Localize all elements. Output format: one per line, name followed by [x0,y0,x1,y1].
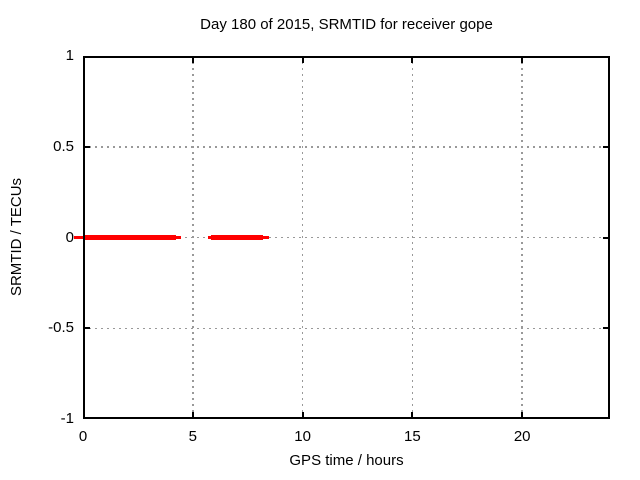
srmtid-segment-thin [175,236,182,239]
x-tick-label: 15 [404,428,421,445]
x-tick-label: 0 [78,428,88,445]
top-tick-mark [411,56,414,63]
v-gridline [301,56,304,419]
v-gridline [192,56,194,419]
srmtid-segment-thin [263,236,269,239]
right-tick-mark [603,145,610,148]
bottom-tick-mark [191,412,194,419]
y-tick-label: 1 [65,47,74,64]
v-gridline [521,56,523,419]
y-tick-label: 0 [65,228,74,246]
top-tick-mark [301,56,304,63]
chart-title: Day 180 of 2015, SRMTID for receiver gop… [200,16,493,33]
srmtid-segment [211,235,264,240]
x-tick-label: 20 [513,428,531,445]
y-tick-label: -0.5 [48,319,74,337]
left-tick-mark [83,327,90,330]
top-tick-mark [521,56,524,63]
bottom-tick-mark [411,412,414,419]
y-tick-label: 0.5 [53,137,74,155]
y-tick-label: -1 [60,410,74,427]
bottom-tick-mark [521,412,524,419]
x-axis-label: GPS time / hours [289,452,404,469]
srmtid-segment-thin [207,236,212,239]
left-tick-mark [83,145,90,148]
v-gridline [411,56,414,419]
srmtid-segment [83,235,176,240]
h-gridline [83,146,610,148]
plot-layer [73,56,610,419]
x-tick-label: 10 [294,428,311,445]
right-tick-mark [603,236,610,239]
srmtid-segment-thin [73,236,84,239]
h-gridline [83,327,610,329]
h-gridline [83,236,610,239]
bottom-tick-mark [301,412,304,419]
top-tick-mark [191,56,194,63]
x-tick-label: 5 [188,428,197,445]
right-tick-mark [603,327,610,330]
